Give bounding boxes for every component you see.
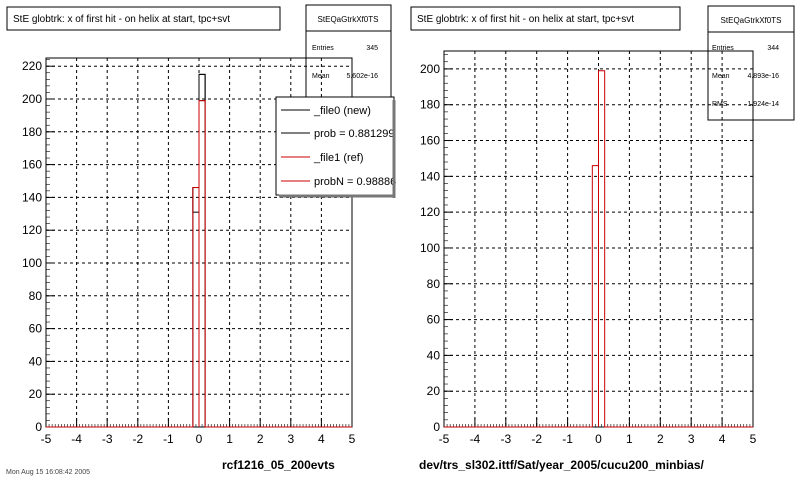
y-tick-label: 120: [22, 223, 42, 237]
left-plot-title: StE globtrk: x of first hit - on helix a…: [13, 14, 230, 25]
right-stats-name: StEQaGtrkXf0TS: [721, 16, 782, 25]
histogram-box-2: [198, 73, 206, 102]
x-tick-label: 5: [349, 432, 356, 446]
y-tick-label: 140: [420, 169, 440, 183]
x-tick-label: 0: [595, 432, 602, 446]
y-tick-label: 200: [420, 62, 440, 76]
left-title-box: [6, 6, 281, 31]
left-stats-name: StEQaGtrkXf0TS: [318, 15, 379, 24]
right-stats-value-entries: 344: [767, 45, 779, 52]
x-tick-label: 3: [688, 432, 695, 446]
y-tick-label: 20: [29, 387, 43, 401]
x-tick-label: 3: [287, 432, 294, 446]
y-tick-label: 100: [420, 241, 440, 255]
x-tick-label: -2: [132, 432, 143, 446]
legend-entry-file0: _file0 (new): [313, 105, 371, 117]
left-histogram-bars: [46, 73, 352, 428]
right-histogram-pad: StE globtrk: x of first hit - on helix a…: [410, 5, 795, 472]
y-tick-label: 180: [22, 125, 42, 139]
x-tick-label: -4: [71, 432, 82, 446]
y-tick-label: 140: [22, 190, 42, 204]
y-tick-label: 180: [420, 98, 440, 112]
x-tick-label: 4: [318, 432, 325, 446]
y-tick-label: 40: [29, 354, 43, 368]
left-histogram-pad: StE globtrk: x of first hit - on helix a…: [6, 4, 396, 472]
histogram-series-2: [46, 100, 352, 428]
y-tick-label: 200: [22, 92, 42, 106]
right-stats-label-entries: Entries: [712, 45, 734, 52]
x-tick-label: -5: [439, 432, 450, 446]
left-stats-label-entries: Entries: [312, 45, 334, 52]
y-tick-label: 0: [35, 420, 42, 434]
right-stats-value-mean: 4.893e-16: [747, 73, 779, 80]
footer-timestamp: Mon Aug 15 16:08:42 2005: [6, 469, 90, 476]
y-tick-label: 0: [433, 420, 440, 434]
left-stats-label-mean: Mean: [312, 73, 330, 80]
x-tick-label: -1: [163, 432, 174, 446]
y-tick-label: 80: [427, 277, 441, 291]
legend-entry-prob: prob = 0.881299: [314, 128, 394, 140]
legend-entry-file1: _file1 (ref): [313, 152, 364, 164]
x-tick-label: -3: [102, 432, 113, 446]
x-tick-label: 1: [226, 432, 233, 446]
y-tick-label: 40: [427, 348, 441, 362]
y-tick-label: 80: [29, 289, 43, 303]
right-stats-label-rms: RMS: [712, 101, 728, 108]
left-legend-box: [275, 96, 395, 196]
left-stats-value-entries: 345: [366, 45, 378, 52]
legend-entry-probn: probN = 0.98886: [314, 176, 396, 188]
y-tick-label: 60: [427, 313, 441, 327]
right-stats-label-mean: Mean: [712, 73, 730, 80]
x-tick-label: -1: [562, 432, 573, 446]
x-tick-label: 2: [257, 432, 264, 446]
left-stats-value-mean: 5.602e-16: [346, 73, 378, 80]
x-tick-label: -5: [41, 432, 52, 446]
y-tick-label: 160: [420, 134, 440, 148]
x-tick-label: -4: [470, 432, 481, 446]
right-stats-value-rms: 1.924e-14: [747, 101, 779, 108]
x-tick-label: -3: [500, 432, 511, 446]
right-histogram-bars: [444, 70, 753, 428]
histogram-box-1: [192, 187, 200, 213]
y-tick-label: 160: [22, 158, 42, 172]
x-tick-label: 0: [196, 432, 203, 446]
left-x-axis-label: rcf1216_05_200evts: [222, 458, 335, 472]
x-tick-label: 5: [750, 432, 757, 446]
left-legend: _file0 (new) prob = 0.881299 _file1 (ref…: [281, 105, 396, 188]
y-tick-label: 100: [22, 256, 42, 270]
y-tick-label: 20: [427, 384, 441, 398]
x-tick-label: 4: [719, 432, 726, 446]
histogram-series-1: [444, 70, 753, 428]
y-tick-label: 220: [22, 59, 42, 73]
right-x-axis-label: dev/trs_sl302.ittf/Sat/year_2005/cucu200…: [419, 458, 704, 472]
y-tick-label: 120: [420, 205, 440, 219]
left-axes: -5 -4 -3 -2 -1 0 1 2 3 4 5 0 20 40 60 80 100 120 140 160 180…: [22, 59, 356, 446]
right-plot-title: StE globtrk: x of first hit - on helix a…: [417, 14, 634, 25]
x-tick-label: 1: [626, 432, 633, 446]
y-tick-label: 60: [29, 322, 43, 336]
right-axes: -5 -4 -3 -2 -1 0 1 2 3 4 5 0 20 40 60 80 100 120 140 160 180…: [420, 54, 757, 446]
right-title-box: [410, 6, 681, 31]
x-tick-label: -2: [531, 432, 542, 446]
x-tick-label: 2: [657, 432, 664, 446]
